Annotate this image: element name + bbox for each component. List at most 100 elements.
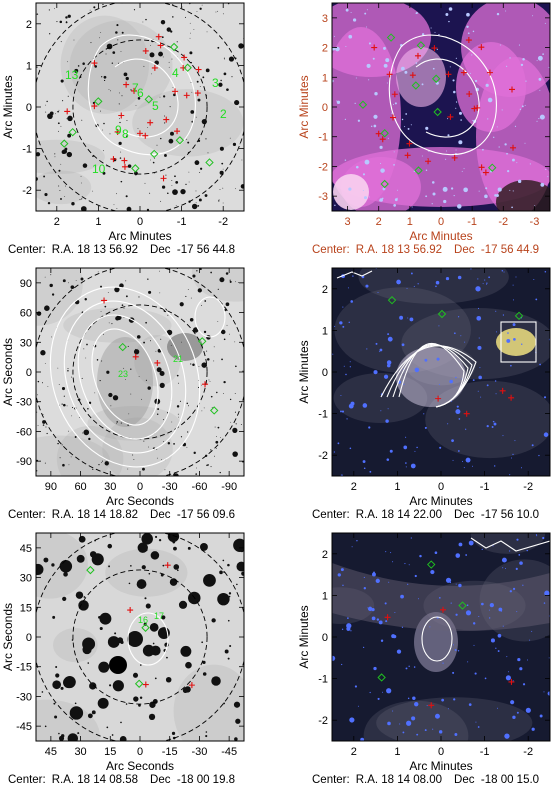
x-tick-label: 1 bbox=[407, 216, 413, 228]
y-tick-label: 1 bbox=[322, 72, 328, 84]
y-tick-label: -2 bbox=[22, 185, 32, 197]
x-tick-label: 2 bbox=[351, 481, 357, 493]
center-coordinates: Center: R.A. 18 14 18.82 Dec -17 56 09.6 bbox=[8, 509, 235, 521]
x-tick-label: -3 bbox=[530, 216, 540, 228]
y-tick-label: 2 bbox=[322, 549, 328, 561]
y-tick-label: -2 bbox=[318, 161, 328, 173]
contours bbox=[87, 34, 196, 156]
y-tick-label: 90 bbox=[20, 278, 32, 290]
x-tick-label: -60 bbox=[191, 481, 207, 493]
y-tick-label: -1 bbox=[318, 132, 328, 144]
center-coordinates: Center: R.A. 18 14 22.00 Dec -17 56 10.0 bbox=[312, 509, 539, 521]
sky-image bbox=[332, 533, 550, 741]
center-dec: Dec -17 56 44.9 bbox=[454, 244, 540, 256]
x-tick-label: 2 bbox=[54, 216, 60, 228]
center-coordinates: Center: R.A. 18 14 08.58 Dec -18 00 19.8 bbox=[8, 774, 235, 786]
center-ra: R.A. 18 14 18.82 bbox=[51, 509, 139, 521]
contours bbox=[388, 34, 497, 156]
panel-4: 2 1 0 -1 -2 2 1 0 -1 -2 Arc Minutes Arc Minutes Cent… bbox=[280, 265, 560, 530]
sky-image: 13 76 4 3 5 2 9 8 10 bbox=[36, 3, 244, 211]
x-tick-label: -2 bbox=[523, 746, 533, 758]
x-axis-label: Arc Minutes bbox=[409, 494, 472, 508]
x-tick-label: -2 bbox=[218, 216, 228, 228]
y-tick-label: -1 bbox=[318, 409, 328, 421]
y-axis-label: Arc Minutes bbox=[1, 75, 15, 138]
x-tick-label: 1 bbox=[95, 216, 101, 228]
x-tick-label: 30 bbox=[74, 746, 86, 758]
y-tick-label: 60 bbox=[20, 308, 32, 320]
sky-image: 16 17 bbox=[36, 533, 244, 741]
center-label: Center: bbox=[8, 774, 46, 786]
center-label: Center: bbox=[312, 774, 350, 786]
panel-3: 23 21 90 60 30 0 -30 -60 -90 90 60 30 0 -30 -60 -90 Arc … bbox=[0, 265, 280, 530]
x-tick-label: 60 bbox=[74, 481, 86, 493]
x-axis-label: Arc Minutes bbox=[108, 229, 171, 243]
y-tick-label: 0 bbox=[26, 367, 32, 379]
x-axis-label: Arc Seconds bbox=[106, 759, 174, 773]
x-tick-label: 30 bbox=[104, 481, 116, 493]
x-tick-label: 1 bbox=[394, 481, 400, 493]
y-tick-label: -30 bbox=[16, 397, 32, 409]
x-tick-label: -2 bbox=[498, 216, 508, 228]
source-label: 3 bbox=[212, 76, 219, 90]
center-dec: Dec -17 56 09.6 bbox=[150, 509, 236, 521]
x-tick-label: 2 bbox=[376, 216, 382, 228]
center-ra: R.A. 18 13 56.92 bbox=[51, 244, 139, 256]
x-tick-label: 90 bbox=[45, 481, 57, 493]
contours bbox=[127, 612, 169, 666]
x-tick-label: 0 bbox=[438, 746, 444, 758]
center-dec: Dec -18 00 15.0 bbox=[454, 774, 540, 786]
source-label: 17 bbox=[154, 611, 164, 621]
source-label: 4 bbox=[172, 66, 179, 80]
panel-5: 16 17 45 30 15 0 -15 -30 -45 45 30 15 0 -15 -30 -45 Arc … bbox=[0, 530, 280, 795]
y-tick-label: -60 bbox=[16, 426, 32, 438]
y-tick-label: 1 bbox=[26, 60, 32, 72]
y-tick-label: -15 bbox=[16, 662, 32, 674]
x-tick-label: -1 bbox=[480, 746, 490, 758]
source-label: 16 bbox=[138, 615, 148, 625]
x-tick-label: -1 bbox=[467, 216, 477, 228]
y-tick-label: 0 bbox=[26, 102, 32, 114]
y-tick-label: -45 bbox=[16, 721, 32, 733]
markers bbox=[358, 33, 517, 189]
source-label: 23 bbox=[118, 369, 128, 379]
center-ra: R.A. 18 14 08.00 bbox=[355, 774, 443, 786]
center-coordinates: Center: R.A. 18 13 56.92 Dec -17 56 44.8 bbox=[8, 244, 235, 256]
x-axis-label: Arc Minutes bbox=[409, 759, 472, 773]
center-dec: Dec -18 00 19.8 bbox=[150, 774, 236, 786]
center-label: Center: bbox=[8, 244, 46, 256]
source-label: 21 bbox=[173, 354, 183, 364]
sky-image: 23 21 bbox=[36, 268, 244, 476]
y-tick-label: -1 bbox=[318, 674, 328, 686]
y-tick-label: 0 bbox=[26, 632, 32, 644]
source-label: 6 bbox=[137, 86, 144, 100]
source-label: 13 bbox=[65, 68, 79, 82]
y-axis-label: Arc Seconds bbox=[1, 338, 15, 406]
x-tick-label: 0 bbox=[137, 216, 143, 228]
x-tick-label: 0 bbox=[137, 481, 143, 493]
center-label: Center: bbox=[312, 509, 350, 521]
x-axis-label: Arc Minutes bbox=[409, 229, 472, 243]
panel-figure: 3 2 1 0 -1 -2 -3 3 2 1 0 -1 -2 -3 Arc Minutes Arc Minut… bbox=[297, 2, 551, 243]
x-tick-label: 1 bbox=[394, 746, 400, 758]
center-dec: Dec -17 56 10.0 bbox=[454, 509, 540, 521]
center-ra: R.A. 18 14 08.58 bbox=[51, 774, 139, 786]
y-tick-label: 0 bbox=[322, 367, 328, 379]
source-label: 2 bbox=[220, 107, 227, 121]
y-tick-label: 0 bbox=[322, 102, 328, 114]
sky-image bbox=[332, 3, 550, 211]
y-tick-label: -1 bbox=[22, 144, 32, 156]
y-axis-label: Arc Minutes bbox=[297, 75, 311, 138]
x-tick-label: -30 bbox=[162, 481, 178, 493]
source-label: 5 bbox=[152, 99, 159, 113]
y-tick-label: 15 bbox=[20, 602, 32, 614]
center-ra: R.A. 18 14 22.00 bbox=[355, 509, 443, 521]
y-tick-label: 2 bbox=[26, 19, 32, 31]
x-tick-label: 0 bbox=[438, 216, 444, 228]
center-coordinates: Center: R.A. 18 14 08.00 Dec -18 00 15.0 bbox=[312, 774, 539, 786]
y-axis-label: Arc Minutes bbox=[297, 605, 311, 668]
panel-1: 13 7 6 4 3 5 2 9 8 10 2 1 0 -1 -2 2 1 0 -1 -2 Arc Minutes Arc… bbox=[0, 0, 280, 265]
panel-2: 3 2 1 0 -1 -2 -3 3 2 1 0 -1 -2 -3 Arc Minutes Arc Minut… bbox=[280, 0, 560, 265]
